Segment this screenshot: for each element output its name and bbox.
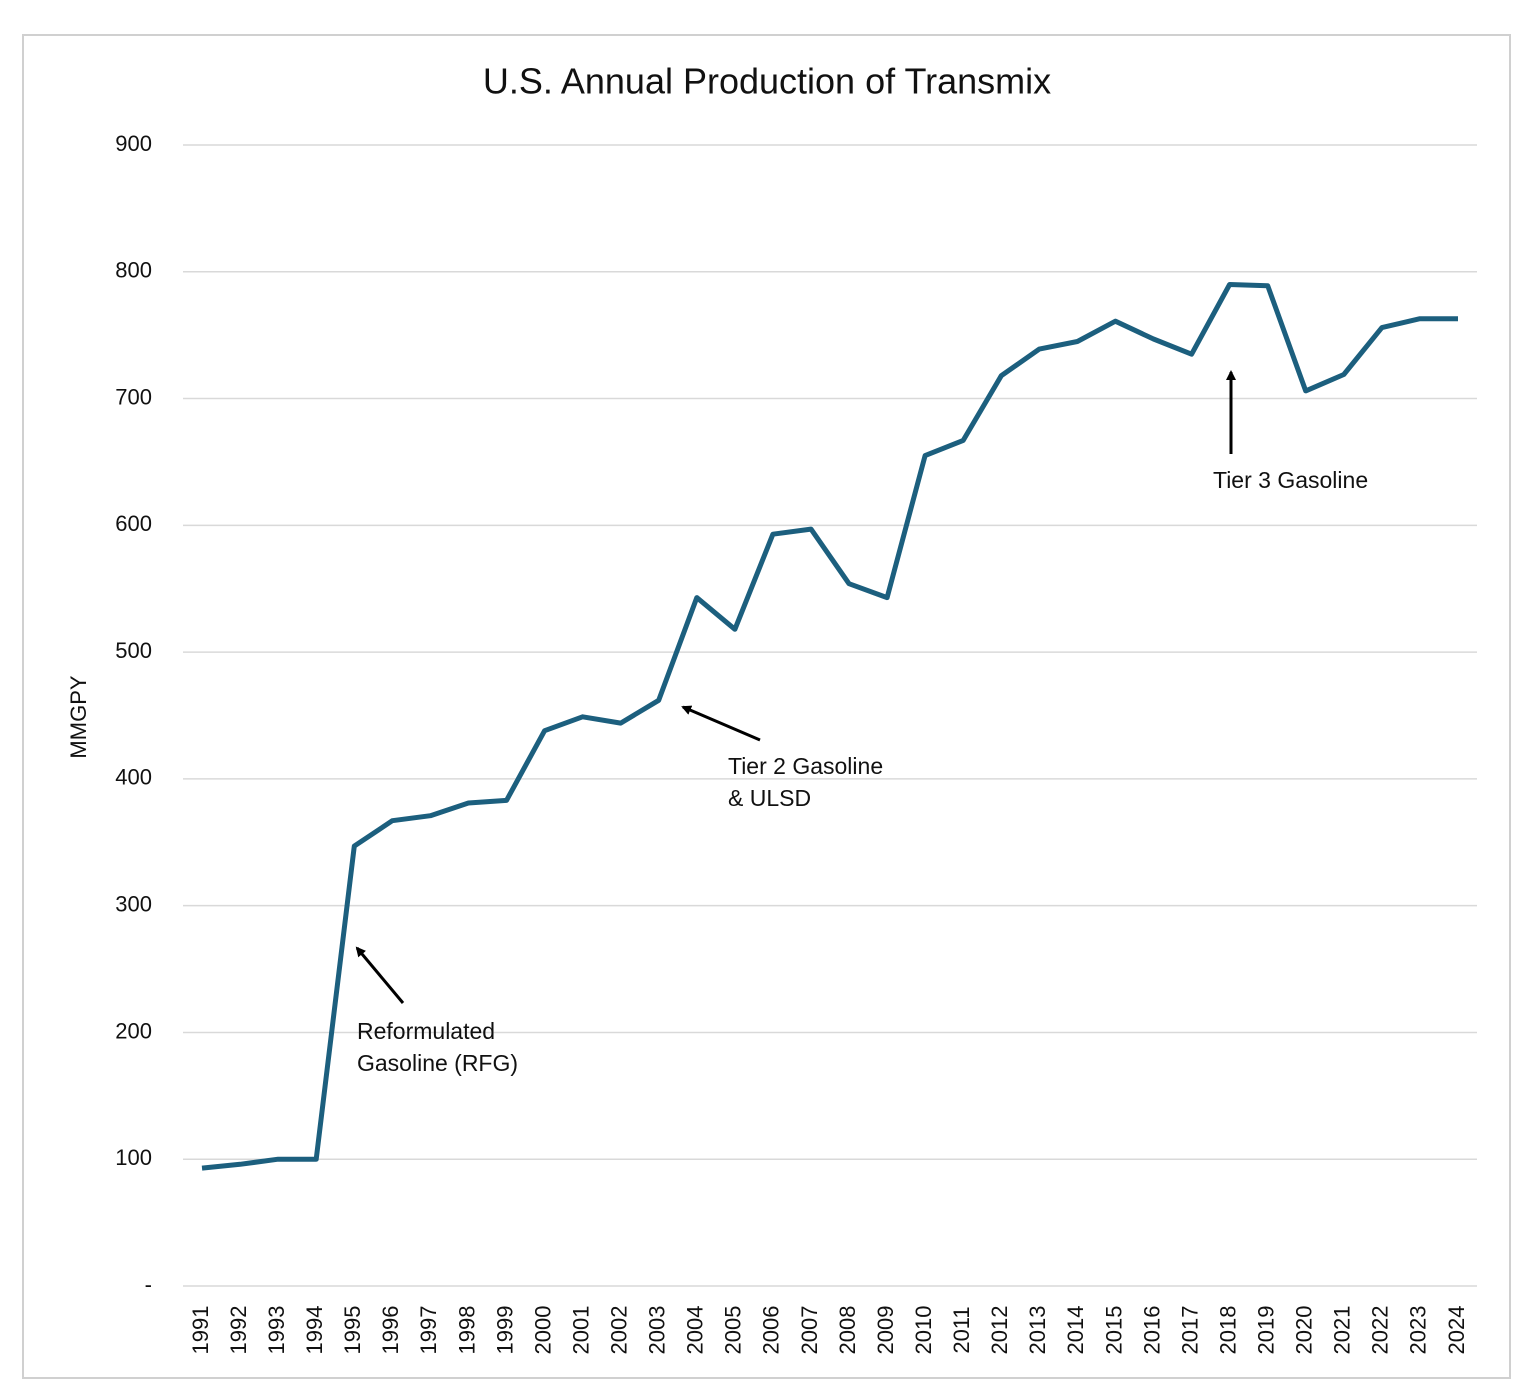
annotation: Reformulated [357,1018,495,1044]
annotation-arrow [355,946,405,1004]
x-tick-label: 1995 [340,1306,365,1355]
x-tick-label: 2012 [987,1306,1012,1355]
x-tick-label: 2002 [606,1306,631,1355]
annotation: Gasoline (RFG) [357,1050,518,1076]
x-tick-label: 2008 [835,1306,860,1355]
y-tick-label: 400 [115,765,152,790]
y-tick-label: 300 [115,891,152,916]
x-tick-label: 2011 [949,1306,974,1353]
x-tick-label: 2010 [911,1306,936,1355]
line [201,282,1458,1171]
x-tick-label: 2003 [645,1306,670,1355]
y-tick-label: 700 [115,384,152,409]
x-tick-label: 2013 [1025,1306,1050,1355]
annotation-arrow [681,705,761,742]
x-tick-label: 2018 [1215,1306,1240,1355]
x-tick-label: 1994 [302,1306,327,1355]
x-tick-label: 2005 [721,1306,746,1355]
x-tick-label: 2000 [530,1306,555,1355]
y-tick-label: 500 [115,638,152,663]
x-tick-label: 2020 [1292,1306,1317,1355]
x-tick-label: 2014 [1063,1306,1088,1355]
x-tick-label: 1996 [378,1306,403,1355]
y-tick-label: 200 [115,1018,152,1043]
annotation: Tier 2 Gasoline [728,753,883,779]
x-tick-label: 2001 [568,1306,593,1355]
y-tick-label: 900 [115,131,152,156]
x-tick-label: 1998 [454,1306,479,1355]
x-tick-label: 2009 [873,1306,898,1355]
annotation: Tier 3 Gasoline [1213,467,1368,493]
x-tick-label: 2023 [1406,1306,1431,1355]
x-tick-label: 1991 [188,1306,213,1355]
chart-title: U.S. Annual Production of Transmix [483,61,1051,102]
x-tick-label: 2004 [683,1306,708,1355]
x-tick-label: 2021 [1330,1306,1355,1355]
x-tick-label: 2016 [1139,1306,1164,1355]
x-tick-label: 2022 [1368,1306,1393,1355]
x-tick-label: 2017 [1177,1306,1202,1355]
y-tick-label: - [145,1272,152,1297]
x-tick-label: 1993 [264,1306,289,1355]
y-tick-label: 600 [115,511,152,536]
x-tick-label: 2019 [1253,1306,1278,1355]
x-tick-label: 2015 [1101,1306,1126,1355]
y-axis-label: MMGPY [66,675,91,758]
x-tick-label: 1997 [416,1306,441,1355]
y-tick-label: 800 [115,258,152,283]
x-tick-label: 2006 [759,1306,784,1355]
annotation: & ULSD [728,785,811,811]
x-tick-label: 1999 [492,1306,517,1355]
y-tick-label: 100 [115,1145,152,1170]
x-tick-label: 1992 [226,1306,251,1355]
x-tick-label: 2024 [1444,1306,1469,1355]
x-tick-label: 2007 [797,1306,822,1355]
chart-frame [22,34,1511,1379]
